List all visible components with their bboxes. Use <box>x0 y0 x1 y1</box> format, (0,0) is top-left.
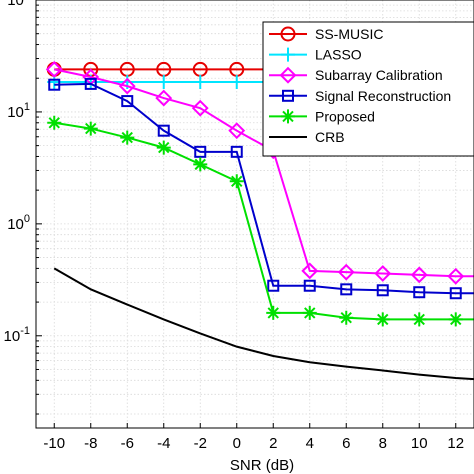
data-point-subarray-calibration <box>410 266 428 284</box>
data-point-subarray-calibration <box>228 122 246 140</box>
data-point-signal-reconstruction <box>230 145 243 158</box>
series-line-signal-reconstruction <box>54 82 474 295</box>
data-point-lasso <box>229 75 244 90</box>
legend-marker <box>282 89 294 102</box>
data-point-subarray-calibration <box>447 267 465 285</box>
legend-marker <box>279 66 297 84</box>
data-point-proposed <box>47 115 62 130</box>
series-crb <box>53 267 474 381</box>
data-point-subarray-calibration <box>374 265 392 282</box>
legend-item-subarray-calibration: Subarray Calibration <box>269 66 443 84</box>
data-point-lasso <box>156 75 171 90</box>
y-axis: 102 101 100 10-1 <box>4 0 42 415</box>
y-tick-label: 102 <box>7 0 30 9</box>
data-point-proposed <box>266 305 281 320</box>
data-point-proposed <box>375 312 390 327</box>
legend-label: Subarray Calibration <box>315 67 443 83</box>
x-tick-label: 8 <box>379 435 387 452</box>
legend-item-crb: CRB <box>269 129 345 145</box>
x-tick-label: -6 <box>121 435 134 452</box>
legend-marker <box>281 109 295 124</box>
data-point-signal-reconstruction <box>303 279 316 292</box>
data-point-signal-reconstruction <box>413 286 426 299</box>
data-point-proposed <box>193 157 208 172</box>
series-signal-reconstruction <box>48 77 474 300</box>
data-point-signal-reconstruction <box>121 95 134 108</box>
data-point-subarray-calibration <box>301 262 319 280</box>
data-point-proposed <box>156 140 171 155</box>
legend-label: SS-MUSIC <box>315 26 383 42</box>
data-point-proposed <box>83 121 98 136</box>
x-tick-label: -2 <box>194 435 207 452</box>
legend-item-proposed: Proposed <box>269 108 375 124</box>
x-tick-label: 10 <box>411 435 428 452</box>
legend-item-ss-music: SS-MUSIC <box>269 26 383 42</box>
legend-label: CRB <box>315 129 345 145</box>
data-point-signal-reconstruction <box>48 78 61 91</box>
series-line-crb <box>53 267 474 381</box>
x-axis-label: SNR (dB) <box>230 457 294 474</box>
x-tick-label: 4 <box>306 435 314 452</box>
data-point-signal-reconstruction <box>376 284 389 297</box>
x-tick-label: 6 <box>342 435 350 452</box>
legend-marker <box>280 26 296 42</box>
data-point-proposed <box>302 305 317 320</box>
data-point-subarray-calibration <box>118 77 136 95</box>
x-tick-label: -10 <box>43 435 65 452</box>
legend-item-lasso: LASSO <box>269 47 362 63</box>
legend-label: LASSO <box>315 47 362 63</box>
legend-box <box>262 21 474 157</box>
data-point-proposed <box>120 130 135 145</box>
data-point-proposed <box>339 310 354 325</box>
x-tick-label: -4 <box>157 435 170 452</box>
data-point-subarray-calibration <box>191 99 209 117</box>
series-proposed <box>47 115 474 327</box>
y-tick-label: 10-1 <box>4 325 30 345</box>
data-point-subarray-calibration <box>155 89 173 107</box>
data-point-signal-reconstruction <box>449 287 462 300</box>
data-point-proposed <box>412 312 427 327</box>
data-point-signal-reconstruction <box>194 145 207 158</box>
x-tick-label: 12 <box>447 435 464 452</box>
data-point-signal-reconstruction <box>157 124 170 137</box>
data-point-signal-reconstruction <box>84 77 97 90</box>
data-point-subarray-calibration <box>337 263 355 281</box>
x-tick-label: -8 <box>84 435 97 452</box>
x-tick-label: 0 <box>233 435 241 452</box>
grid <box>36 0 474 428</box>
legend-item-signal-reconstruction: Signal Reconstruction <box>269 88 451 104</box>
legend-label: Signal Reconstruction <box>315 88 451 104</box>
y-tick-label: 101 <box>7 101 30 121</box>
data-point-subarray-calibration <box>45 60 63 78</box>
data-point-proposed <box>448 312 463 327</box>
data-point-lasso <box>193 75 208 90</box>
data-point-signal-reconstruction <box>267 279 280 292</box>
legend-label: Proposed <box>315 108 375 124</box>
data-point-signal-reconstruction <box>340 283 353 296</box>
plot-frame <box>35 0 474 429</box>
legend: SS-MUSIC LASSO Subarray Calibration Signal … <box>262 21 474 157</box>
x-tick-label: 2 <box>269 435 277 452</box>
legend-marker <box>281 47 295 62</box>
series-group <box>45 60 474 381</box>
x-axis: -10 -8 -6 -4 -2 0 2 4 6 8 10 12 <box>43 423 464 452</box>
y-tick-label: 100 <box>7 213 30 233</box>
data-point-proposed <box>229 174 244 189</box>
